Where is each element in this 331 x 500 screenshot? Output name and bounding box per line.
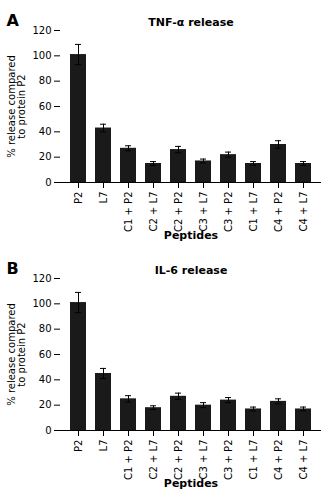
svg-text:100: 100: [32, 298, 51, 309]
svg-text:Peptides: Peptides: [164, 229, 219, 242]
svg-text:0: 0: [45, 177, 51, 188]
svg-text:L7: L7: [98, 440, 109, 452]
svg-text:A: A: [7, 11, 20, 30]
svg-text:C1 + L7: C1 + L7: [248, 440, 259, 480]
svg-text:120: 120: [32, 273, 51, 284]
svg-text:80: 80: [39, 75, 52, 86]
svg-text:C2 + L7: C2 + L7: [148, 192, 159, 232]
svg-text:% release comparedto protein P: % release comparedto protein P2: [6, 303, 27, 406]
svg-text:C4 + L7: C4 + L7: [298, 192, 309, 232]
svg-text:40: 40: [39, 126, 52, 137]
svg-text:C1 + P2: C1 + P2: [123, 440, 134, 480]
svg-text:C3 + L7: C3 + L7: [198, 192, 209, 232]
svg-text:IL-6 release: IL-6 release: [155, 264, 228, 277]
svg-text:80: 80: [39, 323, 52, 334]
svg-text:TNF-α release: TNF-α release: [148, 16, 233, 29]
svg-text:C4 + P2: C4 + P2: [273, 192, 284, 232]
svg-text:B: B: [7, 259, 19, 278]
svg-text:C1 + P2: C1 + P2: [123, 192, 134, 232]
svg-text:C2 + P2: C2 + P2: [173, 440, 184, 480]
svg-text:L7: L7: [98, 192, 109, 204]
svg-text:C4 + P2: C4 + P2: [273, 440, 284, 480]
svg-text:60: 60: [39, 101, 52, 112]
svg-text:40: 40: [39, 374, 52, 385]
svg-text:60: 60: [39, 349, 52, 360]
svg-text:C4 + L7: C4 + L7: [298, 440, 309, 480]
svg-text:100: 100: [32, 50, 51, 61]
svg-text:0: 0: [45, 425, 51, 436]
svg-text:P2: P2: [73, 192, 84, 204]
svg-text:C1 + L7: C1 + L7: [248, 192, 259, 232]
svg-text:C3 + L7: C3 + L7: [198, 440, 209, 480]
svg-text:C3 + P2: C3 + P2: [223, 192, 234, 232]
svg-text:Peptides: Peptides: [164, 477, 219, 490]
svg-text:C2 + L7: C2 + L7: [148, 440, 159, 480]
svg-text:% release comparedto protein P: % release comparedto protein P2: [6, 55, 27, 158]
svg-text:C2 + P2: C2 + P2: [173, 192, 184, 232]
svg-text:P2: P2: [73, 440, 84, 452]
svg-text:C3 + P2: C3 + P2: [223, 440, 234, 480]
svg-text:20: 20: [39, 399, 52, 410]
svg-text:20: 20: [39, 151, 52, 162]
svg-text:120: 120: [32, 25, 51, 36]
